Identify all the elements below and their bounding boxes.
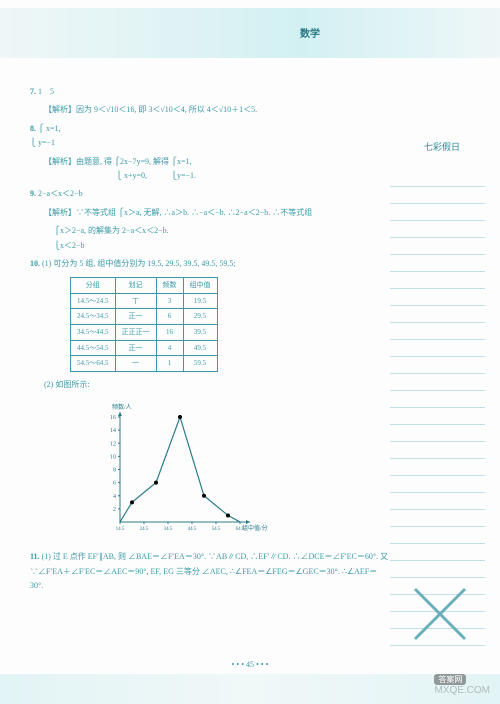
q9-num: 9. bbox=[30, 189, 36, 198]
svg-text:44.5: 44.5 bbox=[188, 527, 197, 532]
page-footer: • • • 45 • • • bbox=[0, 660, 500, 669]
svg-text:16: 16 bbox=[110, 415, 116, 421]
q7-ans: 1 5 bbox=[38, 87, 54, 96]
th-freq: 频数 bbox=[156, 278, 183, 294]
table-row: 24.5～34.5正一629.5 bbox=[71, 309, 218, 325]
table-row: 14.5～24.5丅319.5 bbox=[71, 293, 218, 309]
th-mid: 组中值 bbox=[183, 278, 217, 294]
th-tally: 划记 bbox=[115, 278, 156, 294]
q7-explanation: 【解析】因为 9＜√10＜16, 即 3＜√10＜4, 所以 4＜√10＋1＜5… bbox=[44, 103, 390, 117]
chart-svg: 24681012141614.524.534.544.554.564.5频数/人… bbox=[90, 402, 270, 542]
q10-part2: (2) 如图所示: bbox=[44, 378, 390, 392]
table-row: 54.5～64.5一159.5 bbox=[71, 356, 218, 372]
q8-num: 8. bbox=[30, 124, 36, 133]
svg-text:4: 4 bbox=[113, 494, 116, 500]
svg-text:54.5: 54.5 bbox=[212, 527, 221, 532]
main-content: 7. 1 5 【解析】因为 9＜√10＜16, 即 3＜√10＜4, 所以 4＜… bbox=[30, 85, 390, 597]
table-row: 44.5～54.5正一449.5 bbox=[71, 340, 218, 356]
q10-num: 10. bbox=[30, 259, 40, 268]
q11-text: (1) 过 E 点作 EF′∥AB, 则 ∠BAE＝∠F′EA＝30°. ∵AB… bbox=[30, 552, 388, 590]
q10-part1: (1) 可分为 5 组, 组中值分别为 19.5, 29.5, 39.5, 49… bbox=[42, 259, 236, 268]
svg-text:10: 10 bbox=[110, 455, 116, 461]
th-group: 分组 bbox=[71, 278, 116, 294]
svg-text:组中值/分: 组中值/分 bbox=[242, 524, 268, 532]
q8-explanation: 【解析】由题意, 得 ⎧2x−7y=9, 解得 ⎧x=1, ⎩ x+y=0, ⎩… bbox=[44, 155, 390, 184]
svg-text:24.5: 24.5 bbox=[140, 527, 149, 532]
svg-text:14: 14 bbox=[110, 428, 116, 434]
margin-ruled-lines bbox=[390, 170, 485, 646]
frequency-chart: 24681012141614.524.534.544.554.564.5频数/人… bbox=[90, 402, 270, 542]
q9-ans: 2−a＜x＜2−b bbox=[38, 189, 83, 198]
svg-text:6: 6 bbox=[113, 481, 116, 487]
svg-text:8: 8 bbox=[113, 468, 116, 474]
sidebar-title: 七彩假日 bbox=[424, 140, 460, 153]
q9-exp2: ⎧x＞2−a, 的解集为 2−a＜x＜2−b. ⎩x＜2−b bbox=[54, 224, 390, 253]
table-header-row: 分组 划记 频数 组中值 bbox=[71, 278, 218, 294]
svg-text:12: 12 bbox=[110, 442, 116, 448]
cross-mark-icon bbox=[410, 584, 470, 644]
q9-exp1: 【解析】∵不等式组 ⎧x＞a, 无解, ∴a＞b. ∴−a＜−b. ∴2−a＜2… bbox=[44, 206, 390, 220]
subject-label: 数学 bbox=[300, 25, 320, 40]
table-row: 34.5～44.5正正正一1639.5 bbox=[71, 325, 218, 341]
watermark-badge: 答案网 MXQE.COM bbox=[434, 674, 490, 696]
svg-text:2: 2 bbox=[113, 507, 116, 513]
svg-text:34.5: 34.5 bbox=[164, 527, 173, 532]
footer-decoration bbox=[0, 674, 500, 704]
svg-text:频数/人: 频数/人 bbox=[112, 403, 132, 411]
q11-num: 11. bbox=[30, 552, 40, 561]
frequency-table: 分组 划记 频数 组中值 14.5～24.5丅319.5 24.5～34.5正一… bbox=[70, 277, 218, 372]
q7-num: 7. bbox=[30, 87, 36, 96]
svg-text:14.5: 14.5 bbox=[116, 527, 125, 532]
page-header bbox=[0, 8, 500, 58]
